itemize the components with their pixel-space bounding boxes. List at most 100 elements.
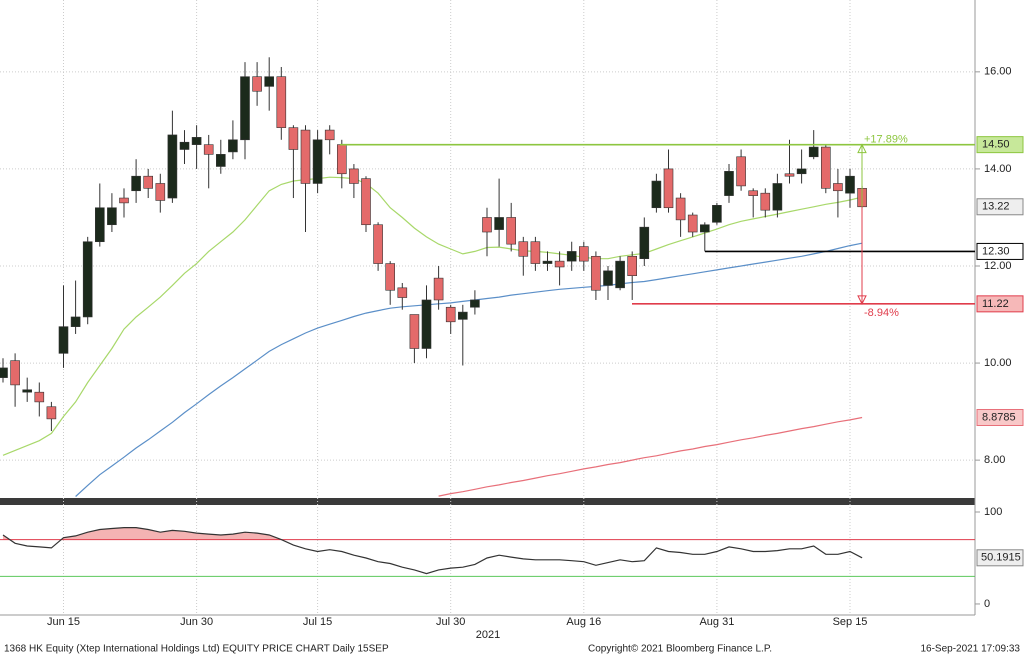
candle-body [445, 306, 456, 323]
candle-body [591, 255, 601, 291]
footer-center: Copyright© 2021 Bloomberg Finance L.P. [588, 644, 772, 655]
candle-body [397, 287, 408, 298]
candle-body [264, 76, 275, 87]
y-tick-label: 100 [984, 506, 1002, 518]
y-tick-label: 12.00 [984, 260, 1012, 272]
candle-body [95, 207, 105, 243]
candle-body [603, 270, 613, 286]
candle-body [421, 299, 432, 349]
annotation: -8.94% [864, 307, 899, 319]
value-tag-label: 50.1915 [981, 552, 1021, 564]
candle-body [470, 299, 480, 308]
candle-body [796, 168, 807, 175]
candle-body [409, 314, 420, 349]
footer-right: 16-Sep-2021 17:09:33 [920, 644, 1020, 655]
candle-body [615, 260, 625, 289]
candle-body [336, 144, 347, 175]
candle-body [772, 183, 783, 211]
x-axis-label: 2021 [476, 629, 500, 641]
candle-body [34, 391, 45, 403]
candle-body [240, 76, 250, 141]
annotation: +17.89% [864, 134, 908, 146]
candle-body [191, 137, 202, 145]
candle-body [820, 146, 831, 189]
candle-body [82, 241, 93, 318]
panel-separator [0, 498, 975, 505]
series-line [75, 242, 863, 497]
candle-body [179, 141, 190, 150]
candle-body [385, 263, 396, 291]
candle-body [699, 224, 710, 233]
candle-body [784, 173, 795, 177]
candle-body [530, 241, 541, 264]
price-tag-label: 8.8785 [982, 411, 1016, 423]
candle-body [373, 224, 383, 264]
level-tag [976, 242, 1024, 260]
candle-body [578, 246, 589, 262]
x-tick-label: Sep 15 [833, 616, 868, 628]
candle-body [349, 168, 359, 184]
candle-body [70, 316, 81, 327]
candle-body [651, 180, 662, 209]
level-tag-label: 14.50 [982, 139, 1010, 151]
y-tick-label: 10.00 [984, 357, 1012, 369]
candle-body [808, 146, 819, 158]
candle-body [119, 197, 129, 204]
overbought-fill [3, 527, 282, 540]
candle-body [22, 389, 33, 393]
candle-body [300, 129, 311, 184]
candle-body [663, 168, 674, 209]
level-tag-label: 12.30 [982, 245, 1010, 257]
candle-body [167, 134, 178, 199]
level-tag-label: 11.22 [982, 298, 1009, 310]
price-tag [976, 198, 1024, 216]
candle-body [203, 144, 214, 155]
candle-body [288, 127, 299, 150]
series-line [2, 527, 863, 575]
y-tick-label: 0 [984, 598, 990, 610]
candle-body [760, 192, 771, 211]
candle-body [361, 178, 371, 226]
candle-body [748, 190, 759, 196]
level-tag [976, 136, 1024, 154]
y-tick-label: 16.00 [984, 66, 1012, 78]
candle-body [228, 139, 238, 153]
x-tick-label: Jul 15 [303, 616, 332, 628]
candle-body [216, 154, 226, 167]
candle-body [46, 406, 57, 420]
arrow-head [857, 295, 867, 305]
series-line [438, 416, 863, 497]
x-tick-label: Jun 30 [180, 616, 213, 628]
candle-body [131, 175, 141, 192]
candle-body [675, 197, 686, 221]
candle-body [58, 326, 69, 354]
candle-body [324, 129, 335, 141]
candle-body [845, 175, 855, 194]
candle-body [312, 139, 323, 184]
value-tag [976, 549, 1024, 567]
candle-body [712, 205, 722, 223]
x-tick-label: Aug 16 [566, 616, 601, 628]
candle-body [639, 226, 650, 260]
candle-body [542, 260, 553, 264]
candle-body [433, 277, 444, 301]
candle-body [252, 76, 262, 92]
candle-body [833, 183, 843, 192]
candle-body [155, 183, 166, 201]
x-tick-label: Jun 15 [47, 616, 80, 628]
candle-body [0, 367, 8, 378]
candle-body [107, 207, 117, 226]
footer-left: 1368 HK Equity (Xtep International Holdi… [4, 644, 389, 655]
candle-body [736, 156, 746, 187]
candle-body [10, 360, 20, 386]
price-tag-label: 13.22 [982, 201, 1010, 213]
candle-body [506, 217, 517, 245]
candle-body [276, 76, 287, 128]
candle-body [518, 241, 529, 257]
level-tag [976, 295, 1024, 313]
candle-body [554, 260, 565, 268]
candle-body [724, 171, 734, 196]
y-tick-label: 8.00 [984, 454, 1005, 466]
arrow-head [857, 143, 867, 154]
series-line [2, 176, 863, 456]
